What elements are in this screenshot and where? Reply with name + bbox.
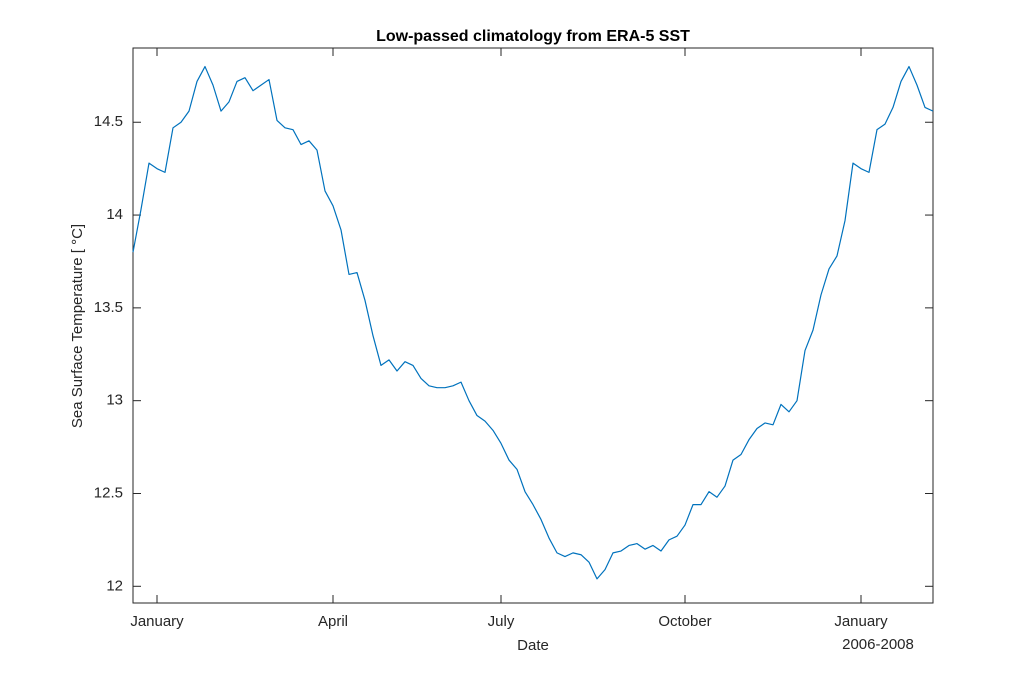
line <box>132 65 934 580</box>
y-tick-label: 12 <box>106 577 123 594</box>
y-tick-label: 13 <box>106 392 123 409</box>
y-tick-label: 12.5 <box>94 484 123 501</box>
x-axis-secondary-label: 2006-2008 <box>842 636 914 653</box>
y-tick-label: 14.5 <box>94 113 123 130</box>
y-tick-label: 13.5 <box>94 299 123 316</box>
x-axis-label: Date <box>517 637 549 654</box>
x-tick-label: January <box>130 613 184 630</box>
x-tick-label: October <box>658 613 711 630</box>
chart-title: Low-passed climatology from ERA-5 SST <box>376 28 690 45</box>
y-tick-label: 14 <box>106 206 123 223</box>
y-axis-label: Sea Surface Temperature [ °C] <box>69 224 86 428</box>
axes-box <box>132 47 934 604</box>
x-tick-label: April <box>318 613 348 630</box>
x-tick-label: January <box>834 613 888 630</box>
x-tick-label: July <box>488 613 515 630</box>
